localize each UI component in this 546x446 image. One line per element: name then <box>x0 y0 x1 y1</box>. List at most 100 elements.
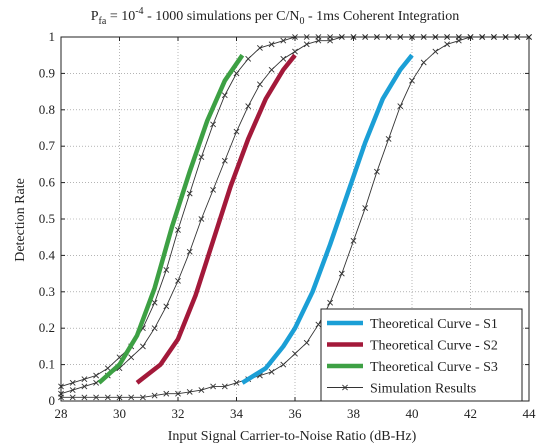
y-tick-labels: 0 0.1 0.2 0.3 0.4 0.5 0.6 0.7 0.8 0.9 1 <box>39 29 529 408</box>
data-point-marker <box>93 372 100 379</box>
data-point-marker <box>280 55 287 62</box>
title-p-subscript: fa <box>99 16 107 27</box>
data-point-marker <box>221 157 228 164</box>
y-tick-label: 0.4 <box>39 247 56 262</box>
data-point-marker <box>268 66 275 73</box>
data-point-marker <box>175 277 181 284</box>
y-axis-label: Detection Rate <box>13 178 28 262</box>
legend: Theoretical Curve - S1 Theoretical Curve … <box>320 308 523 402</box>
x-tick-labels: 28 30 32 34 36 38 40 42 44 <box>55 37 537 421</box>
x-tick-label: 36 <box>289 406 303 421</box>
data-point-marker <box>268 41 275 48</box>
data-point-marker <box>163 390 170 397</box>
y-tick-label: 0.9 <box>39 65 55 80</box>
data-point-marker <box>128 354 135 361</box>
x-tick-label: 44 <box>523 406 537 421</box>
data-point-marker <box>385 136 392 142</box>
data-point-marker <box>175 227 181 233</box>
data-point-marker <box>327 299 334 306</box>
y-tick-label: 0.8 <box>39 102 55 117</box>
data-point-marker <box>342 384 348 391</box>
data-point-marker <box>151 325 158 332</box>
data-point-marker <box>338 270 345 277</box>
y-tick-label: 1 <box>49 29 56 44</box>
data-point-marker <box>151 392 158 399</box>
data-point-marker <box>245 55 252 62</box>
data-point-marker <box>163 267 170 273</box>
data-point-marker <box>139 394 146 401</box>
data-point-marker <box>280 37 287 44</box>
series-0 <box>241 53 414 385</box>
x-tick-label: 38 <box>347 406 360 421</box>
y-tick-label: 0.1 <box>39 357 55 372</box>
data-point-marker <box>81 376 88 383</box>
title-p: P <box>91 9 99 24</box>
data-point-marker <box>186 388 193 395</box>
y-tick-label: 0.7 <box>39 138 56 153</box>
data-point-marker <box>409 77 415 84</box>
data-point-marker <box>198 154 205 161</box>
series-line <box>97 53 245 385</box>
series-1 <box>135 53 297 385</box>
data-point-marker <box>268 368 275 375</box>
data-point-marker <box>303 339 310 346</box>
data-point-marker <box>256 81 263 88</box>
data-point-marker <box>69 387 76 393</box>
data-point-marker <box>444 41 451 48</box>
data-point-marker <box>175 390 181 397</box>
x-tick-label: 34 <box>230 406 244 421</box>
data-point-marker <box>198 387 205 393</box>
data-point-marker <box>362 205 369 211</box>
data-point-marker <box>280 361 287 368</box>
data-point-marker <box>128 394 135 401</box>
legend-label: Theoretical Curve - S1 <box>370 317 498 332</box>
series-2 <box>97 53 245 385</box>
legend-label: Theoretical Curve - S2 <box>370 339 498 354</box>
data-point-marker <box>210 121 217 128</box>
data-point-marker <box>292 48 298 55</box>
data-point-marker <box>315 321 322 328</box>
chart-title: Pfa = 10-4 - 1000 simulations per C/N0 -… <box>91 6 460 27</box>
y-tick-label: 0.5 <box>39 211 55 226</box>
title-n-subscript: 0 <box>300 16 305 27</box>
x-tick-label: 40 <box>406 406 419 421</box>
data-point-marker <box>432 48 439 55</box>
y-tick-label: 0.2 <box>39 320 55 335</box>
data-point-marker <box>198 216 205 222</box>
data-point-marker <box>210 186 217 193</box>
x-tick-label: 28 <box>55 406 68 421</box>
data-point-marker <box>420 59 427 66</box>
data-point-marker <box>245 103 252 110</box>
data-point-marker <box>221 92 228 99</box>
data-point-marker <box>233 128 240 135</box>
data-point-marker <box>256 45 263 51</box>
data-point-marker <box>163 303 170 310</box>
x-axis-label: Input Signal Carrier-to-Noise Ratio (dB-… <box>168 429 417 444</box>
data-point-marker <box>221 383 228 390</box>
data-point-marker <box>151 299 158 306</box>
data-point-marker <box>210 383 217 390</box>
data-point-marker <box>186 190 193 197</box>
y-tick-label: 0.3 <box>39 284 55 299</box>
legend-label: Simulation Results <box>370 382 476 397</box>
data-point-marker <box>69 379 76 386</box>
y-tick-label: 0 <box>49 393 56 408</box>
data-point-marker <box>373 168 380 175</box>
series-line <box>135 53 297 385</box>
legend-label: Theoretical Curve - S3 <box>370 360 498 375</box>
x-tick-label: 42 <box>464 406 477 421</box>
data-point-marker <box>350 237 357 244</box>
title-middle: - 1000 simulations per C/N <box>144 9 300 24</box>
x-tick-label: 32 <box>172 406 185 421</box>
title-tail: - 1ms Coherent Integration <box>305 9 460 24</box>
data-point-marker <box>69 394 76 401</box>
data-point-marker <box>104 394 111 401</box>
data-point-marker <box>104 365 111 372</box>
data-point-marker <box>93 394 100 401</box>
data-point-marker <box>186 248 193 255</box>
data-point-marker <box>81 394 88 401</box>
title-equals: = 10 <box>106 9 135 24</box>
series-line <box>241 53 414 385</box>
data-point-marker <box>292 350 298 357</box>
